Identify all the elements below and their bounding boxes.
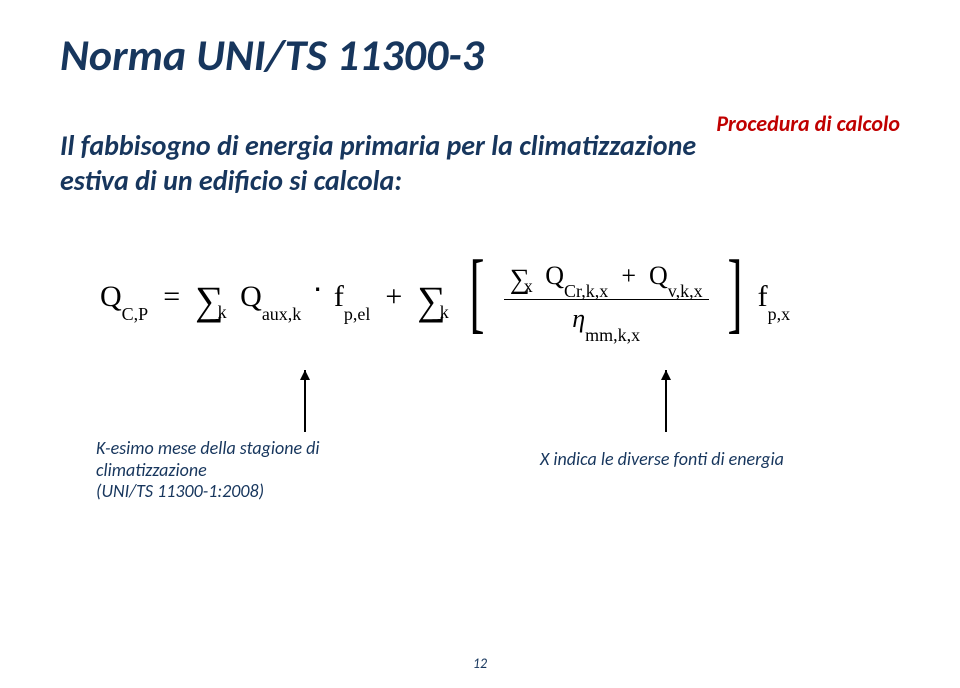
sym-eta: η — [572, 304, 585, 333]
sub-crkx: Cr,k,x — [564, 281, 608, 301]
formula: QC,P = ∑k Qaux,k ⋅ fp,el + ∑k [ ∑x QCr,k… — [100, 260, 860, 380]
sub-px: p,x — [768, 304, 791, 324]
sym-plus-1: + — [385, 280, 402, 313]
note-left-line1: K-esimo mese della stagione di climatizz… — [96, 437, 320, 481]
sym-Q4: Q — [649, 261, 668, 290]
arrow-left-icon — [295, 370, 315, 440]
arrow-right-icon — [656, 370, 676, 440]
denominator: ηmm,k,x — [504, 300, 709, 338]
numerator: ∑x QCr,k,x + Qv,k,x — [504, 260, 709, 300]
sub-CP: C,P — [122, 304, 149, 324]
sub-k-1: k — [218, 302, 227, 322]
page-title: Norma UNI/TS 11300-3 — [60, 28, 900, 82]
sub-mmkx: mm,k,x — [585, 325, 640, 345]
sym-f2: f — [758, 280, 768, 313]
sym-dot: ⋅ — [309, 274, 327, 307]
body-text: Il fabbisogno di energia primaria per la… — [60, 128, 760, 198]
sym-Q: Q — [100, 280, 122, 313]
sym-plus-2: + — [621, 261, 636, 290]
note-right: X indica le diverse fonti di energia — [540, 448, 860, 470]
body-line-1: Il fabbisogno di energia primaria per la… — [60, 128, 696, 163]
fraction: ∑x QCr,k,x + Qv,k,x ηmm,k,x — [504, 260, 709, 338]
sub-auxk: aux,k — [262, 304, 302, 324]
sym-Q3: Q — [545, 261, 564, 290]
sub-vkx: v,k,x — [668, 281, 703, 301]
sym-equals: = — [163, 280, 180, 313]
note-left: K-esimo mese della stagione di climatizz… — [96, 438, 416, 503]
page-number: 12 — [0, 655, 960, 672]
slide: Norma UNI/TS 11300-3 Procedura di calcol… — [0, 0, 960, 688]
bracket-right: ] — [728, 258, 743, 328]
sub-pel: p,el — [344, 304, 371, 324]
sym-Q2: Q — [240, 280, 262, 313]
sym-f1: f — [334, 280, 344, 313]
note-left-line2: (UNI/TS 11300-1:2008) — [96, 480, 264, 502]
body-line-2: estiva di un edificio si calcola: — [60, 163, 402, 198]
sub-k-2: k — [440, 302, 449, 322]
bracket-left: [ — [470, 258, 485, 328]
sub-x: x — [524, 276, 533, 296]
